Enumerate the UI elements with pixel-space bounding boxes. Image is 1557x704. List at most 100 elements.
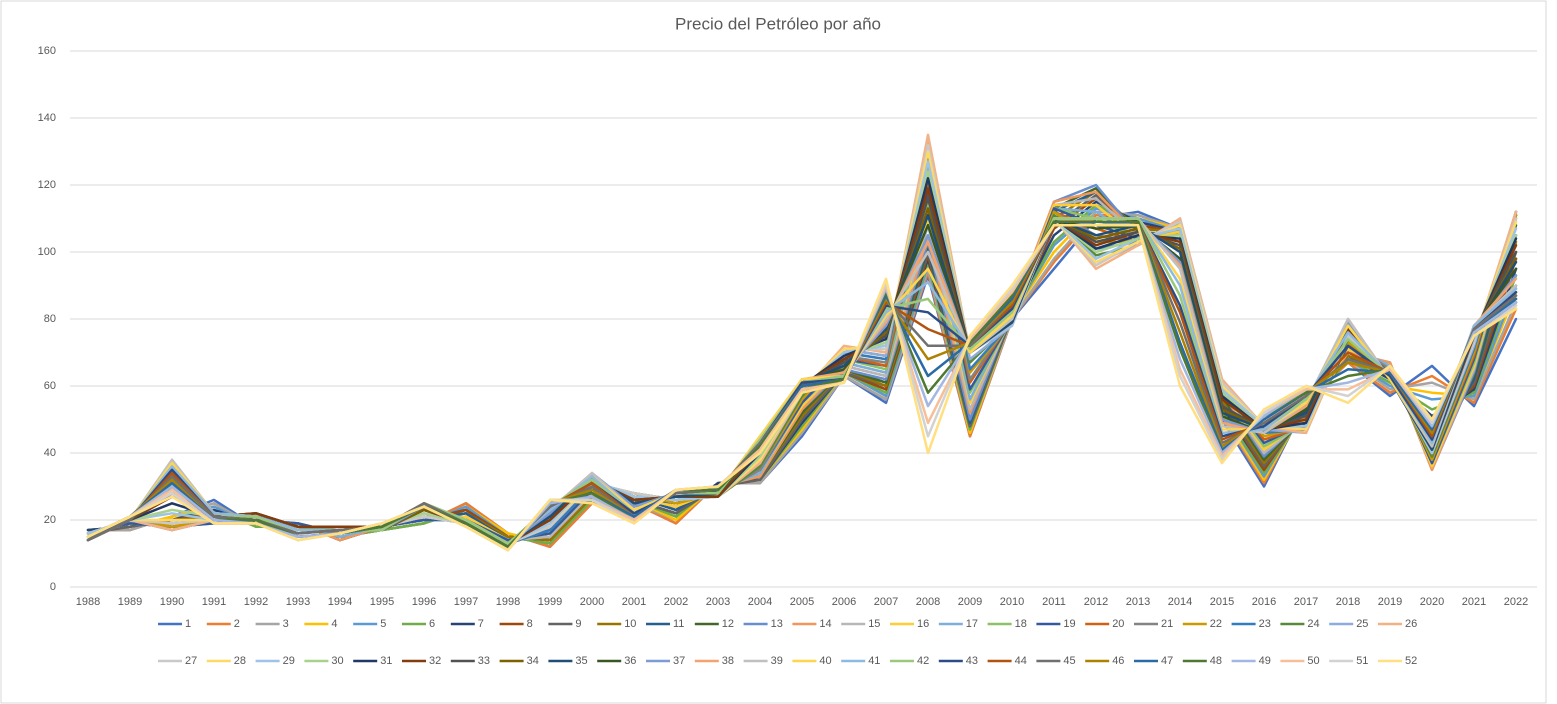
legend-label: 47 [1161,655,1173,667]
legend-label: 10 [624,618,636,630]
legend-label: 51 [1356,655,1368,667]
legend-label: 19 [1063,618,1075,630]
legend-label: 9 [575,618,581,630]
x-tick-label: 2007 [874,596,898,608]
legend-item: 5 [353,618,386,630]
legend-label: 11 [673,618,684,630]
legend-item: 45 [1036,655,1076,667]
x-tick-label: 1994 [328,596,352,608]
legend-item: 20 [1085,618,1124,630]
legend-item: 27 [158,655,197,667]
legend-item: 40 [792,655,832,667]
legend-label: 35 [575,655,587,667]
legend-item: 17 [938,618,978,630]
legend-label: 24 [1307,618,1319,630]
legend-label: 32 [429,655,441,667]
x-tick-label: 2011 [1042,596,1066,608]
legend-item: 16 [890,618,929,630]
legend-item: 31 [353,655,392,667]
legend-item: 48 [1182,655,1222,667]
legend-label: 15 [868,618,880,630]
x-tick-label: 2016 [1252,596,1276,608]
legend-label: 50 [1307,655,1319,667]
legend-item: 21 [1134,618,1173,630]
legend-item: 37 [646,655,685,667]
legend-item: 4 [304,618,338,630]
x-tick-label: 1990 [160,596,184,608]
legend-item: 33 [450,655,490,667]
x-tick-label: 2021 [1462,596,1486,608]
legend-label: 20 [1112,618,1124,630]
legend-label: 44 [1015,655,1027,667]
y-tick-label: 60 [44,380,56,392]
legend-item: 15 [841,618,880,630]
legend-item: 3 [255,618,289,630]
legend-label: 1 [185,618,191,630]
legend-label: 42 [917,655,929,667]
legend-item: 6 [402,618,435,630]
x-tick-label: 1998 [496,596,520,608]
x-tick-label: 2015 [1210,596,1234,608]
legend-item: 29 [255,655,295,667]
chart-title: Precio del Petróleo por año [675,14,881,33]
y-tick-label: 0 [50,581,56,593]
legend-item: 2 [206,618,240,630]
legend-label: 34 [527,655,539,667]
legend-item: 42 [890,655,929,667]
legend-item: 10 [597,618,636,630]
legend-label: 27 [185,655,197,667]
legend-item: 1 [158,618,191,630]
legend-label: 3 [283,618,289,630]
legend-item: 30 [304,655,344,667]
legend-item: 12 [694,618,734,630]
x-tick-label: 2020 [1420,596,1444,608]
legend-item: 52 [1378,655,1417,667]
legend-label: 8 [527,618,533,630]
legend-label: 39 [771,655,783,667]
legend-label: 4 [331,618,337,630]
x-tick-label: 2012 [1084,596,1108,608]
x-tick-label: 2005 [790,596,814,608]
legend-label: 14 [819,618,831,630]
y-tick-label: 120 [38,179,56,191]
legend-item: 14 [792,618,832,630]
legend-item: 47 [1134,655,1173,667]
legend-item: 11 [646,618,684,630]
x-tick-label: 2013 [1126,596,1150,608]
x-tick-label: 1988 [76,596,100,608]
y-tick-label: 20 [44,514,56,526]
legend-label: 43 [966,655,978,667]
legend-label: 7 [478,618,484,630]
legend-item: 51 [1329,655,1368,667]
x-tick-label: 2008 [916,596,940,608]
x-tick-label: 1997 [454,596,478,608]
legend-label: 5 [380,618,386,630]
legend-item: 23 [1231,618,1271,630]
x-tick-label: 1995 [370,596,394,608]
x-tick-label: 2009 [958,596,982,608]
legend-label: 46 [1112,655,1124,667]
legend-label: 21 [1161,618,1173,630]
x-tick-label: 1991 [202,596,226,608]
legend-label: 52 [1405,655,1417,667]
legend-label: 41 [868,655,880,667]
legend-label: 31 [380,655,392,667]
legend-label: 22 [1210,618,1222,630]
legend-item: 34 [499,655,539,667]
legend-label: 16 [917,618,929,630]
legend-item: 8 [499,618,533,630]
legend-label: 45 [1063,655,1075,667]
legend-item: 9 [548,618,582,630]
x-tick-label: 1999 [538,596,562,608]
x-tick-label: 2018 [1336,596,1360,608]
legend-item: 32 [402,655,441,667]
legend-item: 22 [1182,618,1222,630]
legend-label: 28 [234,655,246,667]
data-line [86,223,1518,552]
legend-label: 25 [1356,618,1368,630]
x-tick-label: 1993 [286,596,310,608]
legend-item: 18 [987,618,1027,630]
y-tick-label: 100 [38,246,56,258]
